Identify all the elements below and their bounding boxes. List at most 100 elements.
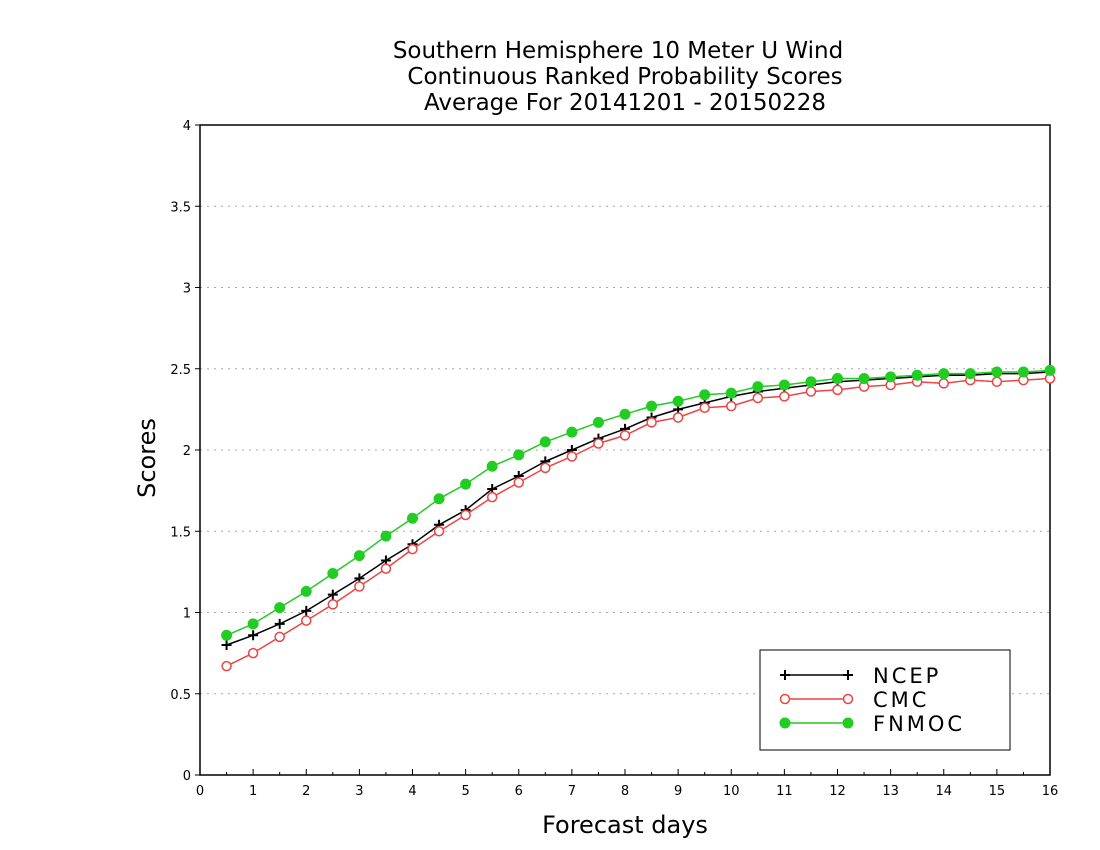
data-point-cmc [354, 581, 365, 592]
data-point-fnmoc [725, 387, 737, 399]
y-tick-label: 2 [183, 444, 191, 459]
x-tick-label: 6 [515, 784, 523, 799]
x-tick-label: 10 [723, 784, 740, 799]
chart-title: Southern Hemisphere 10 Meter U Wind Cont… [393, 38, 843, 116]
data-point-fnmoc [274, 602, 286, 614]
data-point-cmc [752, 392, 764, 404]
data-point-fnmoc [646, 400, 658, 412]
x-tick-label: 3 [355, 784, 363, 799]
y-tick-label: 3 [183, 282, 191, 297]
data-point-ncep [221, 640, 232, 650]
data-point-cmc [672, 412, 684, 423]
legend-item-fnmoc: FNMOC [779, 712, 965, 736]
data-point-fnmoc [433, 493, 445, 505]
chart-title-line-2: Continuous Ranked Probability Scores [407, 64, 842, 90]
data-point-ncep [274, 618, 285, 629]
y-tick-label: 1.5 [170, 525, 191, 540]
data-point-cmc [805, 386, 817, 397]
data-point-ncep [327, 589, 338, 600]
legend-item-ncep: NCEP [780, 664, 941, 688]
data-point-fnmoc [247, 618, 259, 630]
x-tick-label: 4 [408, 784, 416, 799]
data-point-fnmoc [407, 512, 418, 524]
data-point-fnmoc [1017, 366, 1029, 378]
data-point-fnmoc [778, 379, 790, 391]
data-series [221, 364, 1056, 672]
legend-marker [780, 670, 790, 680]
y-tick-label: 3.5 [170, 200, 191, 215]
data-point-fnmoc [699, 389, 711, 401]
data-point-cmc [699, 402, 710, 413]
data-point-fnmoc [592, 416, 604, 428]
data-point-cmc [619, 430, 631, 441]
x-tick-label: 5 [461, 784, 469, 799]
y-axis-title: Scores [133, 418, 161, 498]
x-tick-label: 1 [249, 784, 257, 799]
data-point-cmc [460, 509, 471, 521]
legend-label: FNMOC [873, 712, 965, 736]
legend-marker [843, 670, 853, 680]
data-point-fnmoc [460, 478, 472, 490]
legend-marker [842, 717, 854, 729]
data-point-cmc [433, 526, 445, 537]
data-point-fnmoc [885, 371, 897, 383]
data-point-fnmoc [353, 550, 365, 562]
x-tick-label: 15 [989, 784, 1006, 799]
data-point-fnmoc [619, 408, 631, 420]
legend-box [759, 649, 1011, 751]
x-tick-label: 16 [1042, 784, 1059, 799]
data-point-fnmoc [539, 436, 551, 448]
data-point-fnmoc [938, 368, 950, 380]
data-point-cmc [566, 451, 578, 462]
x-tick-label: 11 [776, 784, 793, 799]
x-tick-label: 2 [302, 784, 310, 799]
legend-marker [779, 717, 791, 729]
data-point-cmc [274, 631, 285, 643]
series-line-fnmoc [226, 369, 1051, 636]
y-tick-label: 4 [183, 119, 191, 134]
legend-label: CMC [873, 688, 929, 712]
data-point-cmc [380, 563, 392, 574]
y-tick-label: 0.5 [170, 688, 191, 703]
data-point-cmc [221, 660, 232, 672]
data-point-cmc [327, 599, 339, 610]
y-tick-label: 0 [183, 769, 191, 784]
gridlines [200, 205, 1050, 695]
data-point-cmc [407, 543, 418, 555]
y-tick-label: 2.5 [170, 363, 191, 378]
legend-label: NCEP [873, 664, 941, 688]
series-fnmoc [221, 364, 1056, 641]
x-tick-label: 12 [829, 784, 846, 799]
data-point-fnmoc [991, 366, 1003, 378]
series-cmc [221, 373, 1056, 672]
data-point-fnmoc [858, 373, 870, 384]
data-point-cmc [779, 391, 790, 402]
data-point-cmc [832, 384, 843, 396]
data-point-fnmoc [964, 368, 976, 380]
series-line-cmc [226, 377, 1051, 667]
data-point-cmc [726, 400, 737, 412]
data-point-fnmoc [566, 426, 578, 438]
data-point-cmc [301, 615, 312, 626]
data-point-cmc [938, 378, 949, 389]
chart-title-line-1: Southern Hemisphere 10 Meter U Wind [393, 38, 843, 64]
y-tick-label: 1 [183, 607, 191, 622]
x-tick-label: 9 [674, 784, 682, 799]
data-point-fnmoc [486, 460, 498, 472]
axis-ticks: 00.511.522.533.540 1 2 3 4 5 6 7 8 9 10 11 12 13 14 15 1… [170, 119, 1058, 799]
data-point-ncep [301, 605, 312, 616]
x-tick-label: 13 [882, 784, 899, 799]
data-point-fnmoc [805, 376, 817, 388]
data-point-fnmoc [300, 585, 312, 597]
data-point-fnmoc [1044, 364, 1056, 376]
data-point-cmc [991, 376, 1003, 387]
x-tick-label: 8 [621, 784, 629, 799]
chart-title-line-3: Average For 20141201 - 20150228 [424, 90, 826, 116]
data-point-cmc [247, 647, 259, 659]
x-tick-label: 0 [196, 784, 204, 799]
data-point-fnmoc [752, 381, 764, 393]
legend-marker [779, 693, 791, 705]
data-point-cmc [486, 491, 498, 503]
data-point-fnmoc [380, 530, 392, 542]
